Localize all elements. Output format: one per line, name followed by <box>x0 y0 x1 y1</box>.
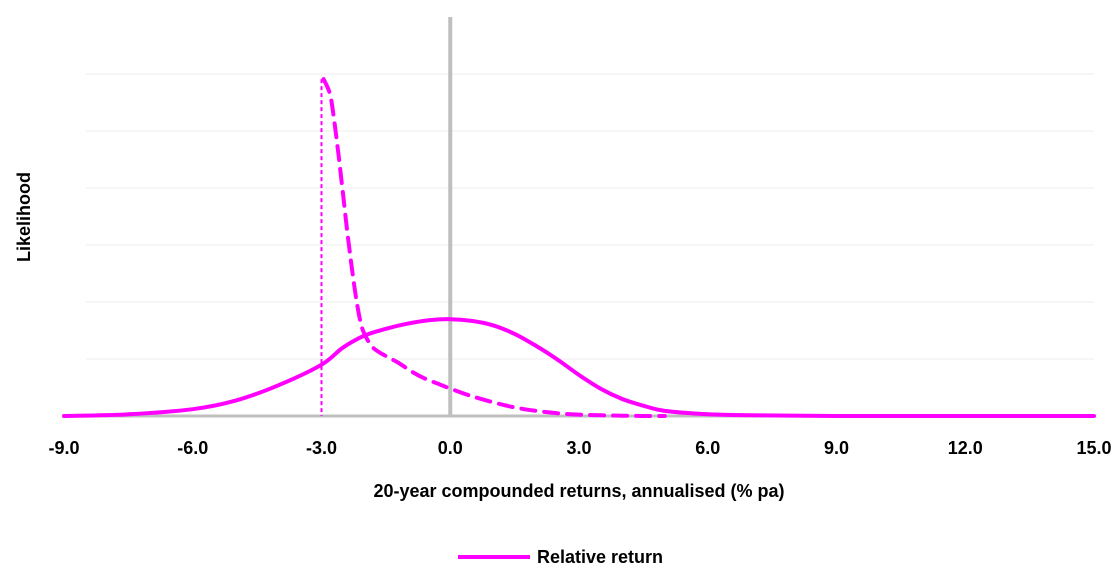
gridlines <box>64 74 1094 416</box>
series-line-relative-return <box>64 319 1094 416</box>
x-tick-labels: -9.0 -6.0 -3.0 0.0 3.0 6.0 9.0 12.0 15.0 <box>48 438 1111 458</box>
x-tick-label: 15.0 <box>1076 438 1111 458</box>
x-tick-label: -3.0 <box>306 438 337 458</box>
x-tick-label: 3.0 <box>566 438 591 458</box>
x-tick-label: -6.0 <box>177 438 208 458</box>
legend: Relative return <box>458 547 663 567</box>
series-layer <box>64 79 1094 416</box>
series-line-dashed <box>324 79 665 416</box>
x-tick-label: 6.0 <box>695 438 720 458</box>
x-tick-label: -9.0 <box>48 438 79 458</box>
x-tick-label: 12.0 <box>948 438 983 458</box>
x-tick-label: 9.0 <box>824 438 849 458</box>
y-axis-title: Likelihood <box>14 172 34 262</box>
x-axis-title: 20-year compounded returns, annualised (… <box>373 481 784 501</box>
x-tick-label: 0.0 <box>438 438 463 458</box>
legend-label-relative-return: Relative return <box>537 547 663 567</box>
